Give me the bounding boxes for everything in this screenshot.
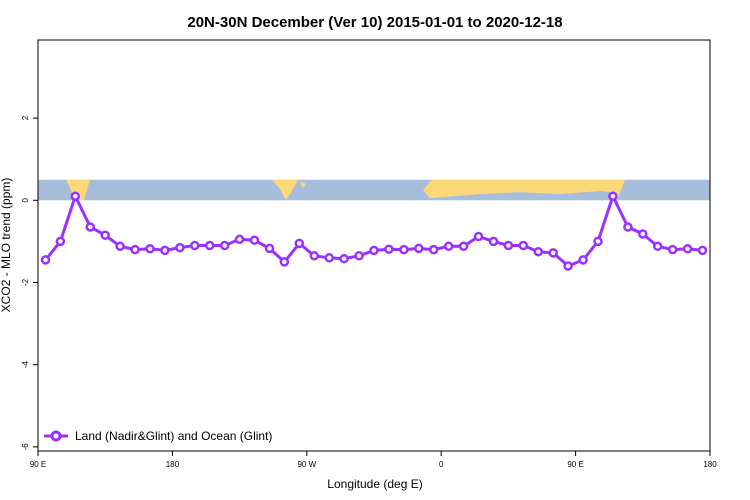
y-axis-label: XCO2 - MLO trend (ppm): [0, 178, 13, 313]
map-strip: [38, 179, 710, 201]
data-point: [219, 240, 230, 251]
data-point: [160, 245, 170, 256]
data-point: [339, 253, 349, 264]
data-point: [354, 251, 364, 261]
map-land: [423, 179, 625, 201]
data-point: [652, 241, 663, 252]
y-tick-label: 0: [21, 198, 30, 203]
data-point: [204, 240, 215, 251]
data-point: [85, 222, 96, 232]
data-point: [458, 241, 469, 252]
x-axis-label: Longitude (deg E): [327, 477, 422, 491]
data-point: [608, 191, 618, 201]
x-tick-label: 90 E: [567, 460, 583, 469]
data-point: [175, 242, 185, 253]
data-point: [414, 243, 424, 254]
y-tick-label: -6: [21, 443, 30, 451]
map-land: [490, 180, 500, 184]
x-tick-label: 90 E: [30, 460, 46, 469]
data-point: [249, 235, 260, 245]
series-layer: [40, 191, 708, 271]
series-line: [44, 194, 703, 268]
x-axis: 90 E 180 90 W 0 90 E 180: [30, 451, 717, 469]
data-point: [309, 251, 320, 261]
data-point: [682, 244, 693, 254]
data-point: [563, 261, 573, 271]
x-tick-label: 0: [439, 460, 444, 469]
data-point: [384, 244, 394, 254]
x-tick-label: 180: [166, 460, 180, 469]
data-point: [294, 238, 305, 249]
legend: Land (Nadir&Glint) and Ocean (Glint): [44, 429, 272, 443]
data-point: [578, 255, 588, 265]
legend-label: Land (Nadir&Glint) and Ocean (Glint): [75, 429, 272, 443]
data-point: [428, 244, 439, 255]
chart-title: 20N-30N December (Ver 10) 2015-01-01 to …: [187, 14, 562, 31]
legend-swatch-marker: [50, 430, 62, 442]
data-point: [264, 243, 275, 254]
data-point: [279, 257, 290, 267]
data-point: [623, 222, 633, 232]
data-point: [518, 240, 529, 251]
data-point: [100, 230, 110, 240]
data-point: [503, 240, 514, 251]
y-tick-label: -4: [21, 361, 30, 369]
data-point: [697, 245, 708, 256]
map-land: [272, 179, 298, 201]
data-point: [473, 231, 484, 242]
map-land: [515, 180, 530, 185]
data-point: [369, 245, 379, 256]
map-land: [66, 179, 90, 201]
data-point: [443, 241, 454, 252]
data-point: [115, 241, 125, 252]
data-point: [55, 236, 66, 247]
data-point: [399, 244, 409, 255]
plot-frame: [37, 39, 711, 452]
data-point: [533, 246, 544, 257]
data-point: [638, 229, 648, 239]
x-tick-label: 90 W: [297, 460, 316, 469]
data-point: [234, 234, 245, 245]
x-tick-label: 180: [703, 460, 717, 469]
data-point: [593, 236, 603, 247]
data-point: [548, 248, 558, 258]
y-axis: -6 -4 -2 0 2: [21, 115, 38, 450]
data-point: [145, 244, 155, 254]
data-point: [40, 255, 51, 265]
data-point: [70, 191, 81, 201]
data-point: [667, 244, 678, 255]
y-tick-label: 2: [21, 115, 30, 120]
data-point: [190, 240, 200, 251]
data-point: [488, 236, 499, 247]
y-tick-label: -2: [21, 278, 30, 286]
map-land: [300, 181, 306, 188]
data-point: [130, 244, 140, 255]
data-point: [324, 253, 334, 263]
